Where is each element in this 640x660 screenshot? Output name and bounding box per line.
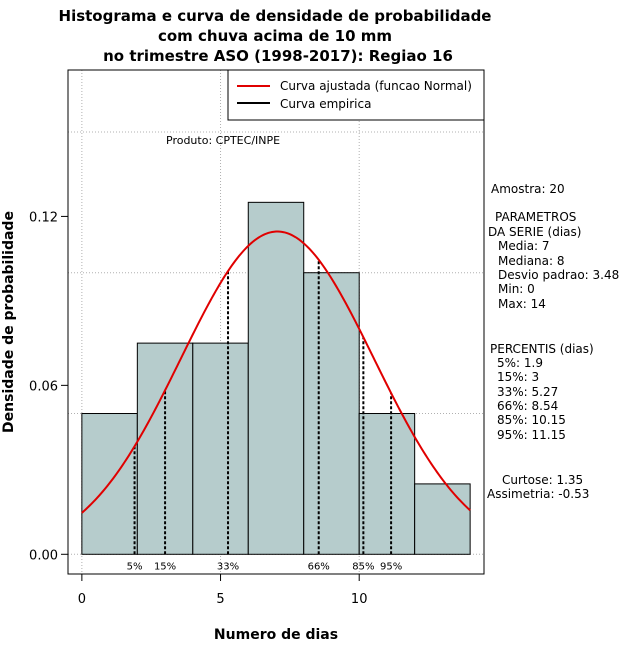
percentile-label-3: 66%	[308, 561, 330, 572]
chart-title-line-2: com chuva acima de 10 mm	[158, 27, 392, 45]
stat-p95: 95%: 11.15	[497, 428, 566, 442]
histogram-bar-5	[358, 413, 416, 555]
legend-label-fitted: Curva ajustada (funcao Normal)	[280, 79, 472, 93]
chart-title-line-3: no trimestre ASO (1998-2017): Regiao 16	[103, 47, 453, 65]
x-axis: 0 5 10	[78, 573, 368, 607]
product-annotation: Produto: CPTEC/INPE	[166, 134, 280, 147]
legend-box	[227, 69, 485, 121]
stat-median: Mediana: 8	[498, 254, 565, 268]
stat-params-heading-1: PARAMETROS	[495, 210, 576, 224]
stat-percentiles-heading: PERCENTIS (dias)	[490, 342, 594, 356]
stat-skewness: Assimetria: -0.53	[487, 487, 589, 501]
stat-mean: Media: 7	[498, 239, 550, 253]
percentile-label-4: 85%	[352, 561, 374, 572]
y-tick-label-2: 0.12	[29, 210, 58, 225]
stat-p66: 66%: 8.54	[497, 399, 558, 413]
stat-max: Max: 14	[498, 297, 546, 311]
histogram-bar-6	[414, 483, 471, 555]
stat-p5: 5%: 1.9	[497, 356, 543, 370]
stat-p15: 15%: 3	[497, 370, 539, 384]
stat-sample-size: Amostra: 20	[491, 182, 565, 196]
y-axis-label: Densidade de probabilidade	[1, 211, 17, 433]
percentile-lines	[133, 259, 393, 555]
stat-kurtosis: Curtose: 1.35	[502, 473, 583, 487]
percentile-label-1: 15%	[154, 561, 176, 572]
statistics-panel: Amostra: 20 PARAMETROS DA SERIE (dias) M…	[487, 182, 619, 501]
x-tick-label-2: 10	[351, 592, 368, 607]
stat-params-heading-2: DA SERIE (dias)	[488, 225, 581, 239]
legend-label-empirical: Curva empirica	[280, 97, 371, 111]
x-axis-label: Numero de dias	[214, 627, 338, 643]
normal-curve	[81, 230, 471, 514]
histogram-bar-2	[192, 342, 249, 555]
histogram-bar-3	[247, 201, 305, 555]
legend: Curva ajustada (funcao Normal) Curva emp…	[227, 69, 485, 121]
histogram-bars	[81, 201, 471, 555]
y-tick-label-1: 0.06	[29, 379, 58, 394]
percentile-label-5: 95%	[380, 561, 402, 572]
y-axis: 0.00 0.06 0.12	[29, 210, 69, 563]
stat-p85: 85%: 10.15	[497, 413, 566, 427]
percentile-label-0: 5%	[127, 561, 143, 572]
x-tick-label-0: 0	[78, 592, 86, 607]
percentile-labels: 5% 15% 33% 66% 85% 95%	[127, 561, 403, 572]
percentile-label-2: 33%	[217, 561, 239, 572]
stat-min: Min: 0	[498, 282, 535, 296]
stat-std-dev: Desvio padrao: 3.48	[498, 268, 619, 282]
chart-title-line-1: Histograma e curva de densidade de proba…	[59, 7, 492, 25]
y-tick-label-0: 0.00	[29, 548, 58, 563]
x-tick-label-1: 5	[216, 592, 224, 607]
histogram-bar-4	[303, 272, 360, 555]
stat-p33: 33%: 5.27	[497, 385, 558, 399]
